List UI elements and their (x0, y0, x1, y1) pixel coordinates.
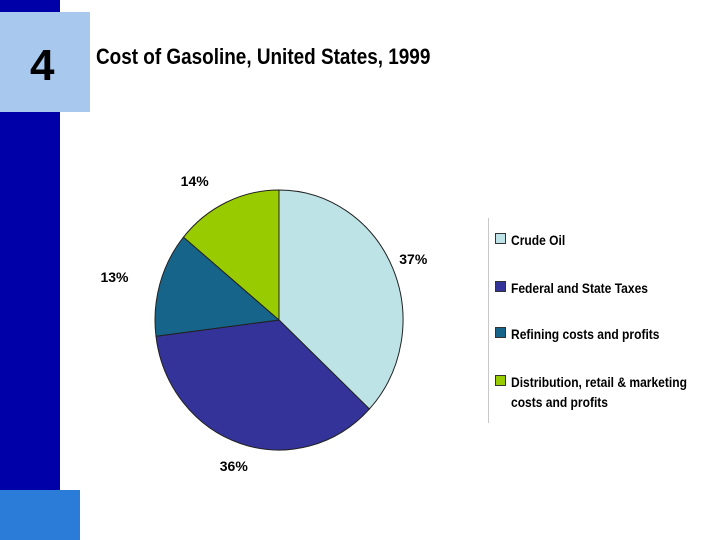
top-accent-bar (0, 0, 60, 12)
legend-label: Federal and State Taxes (511, 280, 648, 296)
pie-slice (182, 189, 280, 322)
slide-number-box (0, 12, 90, 112)
legend-label: Distribution, retail & marketing costs a… (511, 374, 687, 410)
pie-slice (154, 236, 281, 337)
pie-percent-label: 13% (100, 269, 129, 285)
chart-title: Cost of Gasoline, United States, 1999 (96, 44, 431, 69)
pie-percent-label: 36% (220, 458, 249, 474)
pie-slice (155, 319, 371, 451)
pie-slice (278, 189, 404, 410)
legend-label: Refining costs and profits (511, 326, 660, 342)
legend-swatch (495, 281, 506, 292)
bottom-accent-block (0, 490, 80, 540)
legend-swatch (495, 375, 506, 386)
left-accent-strip (0, 112, 60, 490)
legend-swatch (495, 327, 506, 338)
legend-label: Crude Oil (511, 232, 566, 248)
pie-percent-label: 14% (181, 173, 210, 189)
legend-swatch (495, 233, 506, 244)
pie-percent-label: 37% (399, 251, 428, 267)
slide-number: 4 (30, 41, 55, 90)
chart-legend: Crude Oil Federal and State Taxes Refini… (488, 218, 714, 423)
